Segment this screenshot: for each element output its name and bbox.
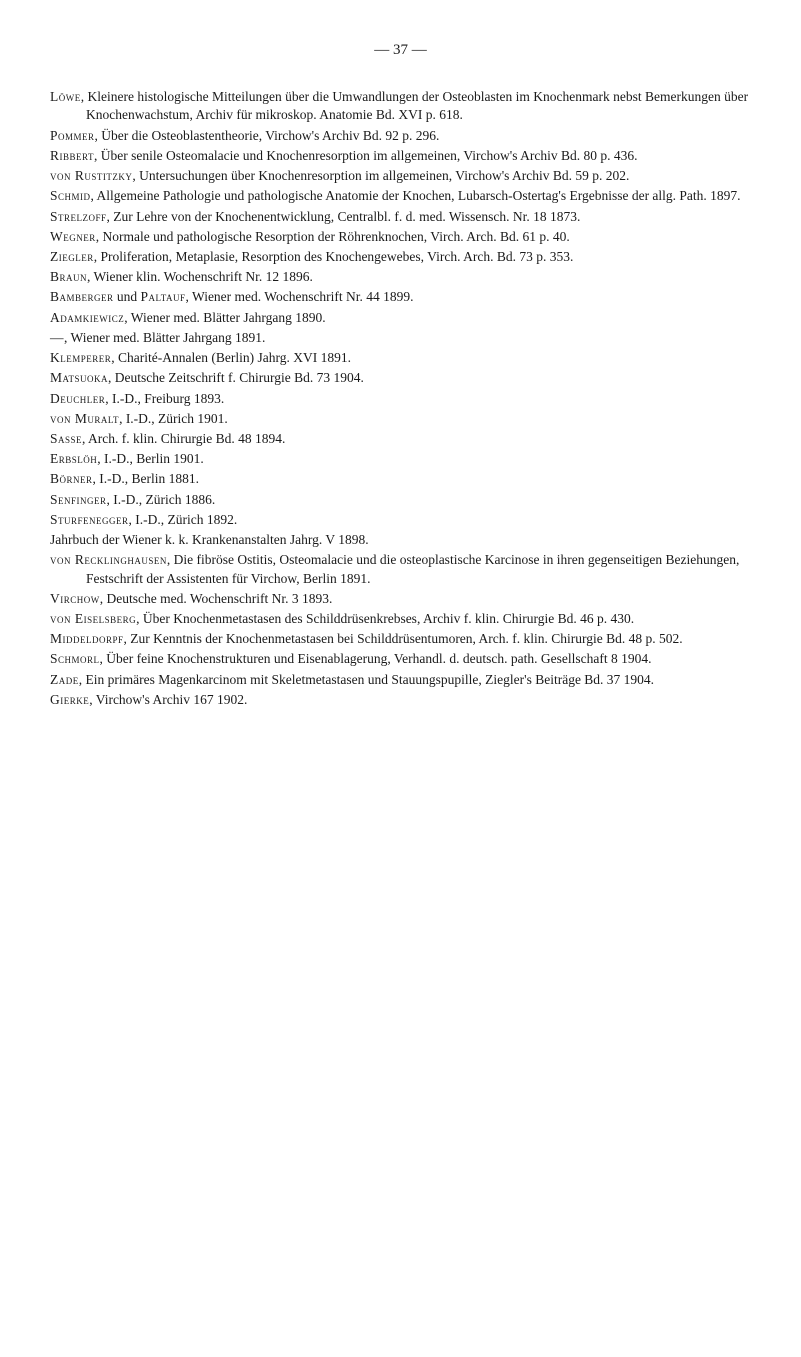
entry-text: , Deutsche med. Wochenschrift Nr. 3 1893… bbox=[100, 591, 333, 606]
bibliography-entry: Jahrbuch der Wiener k. k. Krankenanstalt… bbox=[50, 531, 751, 549]
page-number: — 37 — bbox=[50, 40, 751, 60]
author-name: Matsuoka bbox=[50, 370, 108, 385]
author-name: Sasse bbox=[50, 431, 82, 446]
author-name: Strelzoff bbox=[50, 209, 107, 224]
author-name: Sturfenegger bbox=[50, 512, 129, 527]
entry-text: , Zur Kenntnis der Knochenmetastasen bei… bbox=[124, 631, 683, 646]
bibliography-entry: Löwe, Kleinere histologische Mitteilunge… bbox=[50, 88, 751, 124]
author-name: Virchow bbox=[50, 591, 100, 606]
author-name: Schmorl bbox=[50, 651, 100, 666]
entry-text: , Untersuchungen über Knochenresorption … bbox=[132, 168, 629, 183]
author-name: Deuchler bbox=[50, 391, 105, 406]
bibliography-entry: Ribbert, Über senile Osteomalacie und Kn… bbox=[50, 147, 751, 165]
entry-text: , Deutsche Zeitschrift f. Chirurgie Bd. … bbox=[108, 370, 364, 385]
entry-text: , I.-D., Berlin 1901. bbox=[97, 451, 203, 466]
bibliography-entry: Deuchler, I.-D., Freiburg 1893. bbox=[50, 390, 751, 408]
entry-text: , I.-D., Zürich 1901. bbox=[119, 411, 228, 426]
entry-text: , Wiener med. Wochenschrift Nr. 44 1899. bbox=[185, 289, 413, 304]
bibliography-entry: von Muralt, I.-D., Zürich 1901. bbox=[50, 410, 751, 428]
bibliography-entry: Virchow, Deutsche med. Wochenschrift Nr.… bbox=[50, 590, 751, 608]
bibliography-entry: von Eiselsberg, Über Knochenmetastasen d… bbox=[50, 610, 751, 628]
entry-text: , I.-D., Zürich 1886. bbox=[107, 492, 216, 507]
bibliography-entry: Sasse, Arch. f. klin. Chirurgie Bd. 48 1… bbox=[50, 430, 751, 448]
bibliography-entry: Matsuoka, Deutsche Zeitschrift f. Chirur… bbox=[50, 369, 751, 387]
author-name: Ziegler bbox=[50, 249, 94, 264]
bibliography-entry: Middeldorpf, Zur Kenntnis der Knochenmet… bbox=[50, 630, 751, 648]
bibliography-entry: Pommer, Über die Osteoblastentheorie, Vi… bbox=[50, 127, 751, 145]
entry-text: , Zur Lehre von der Knochenentwicklung, … bbox=[107, 209, 581, 224]
bibliography-entry: —, Wiener med. Blätter Jahrgang 1891. bbox=[50, 329, 751, 347]
author-name: Löwe bbox=[50, 89, 81, 104]
entry-text: , Kleinere histologische Mitteilungen üb… bbox=[81, 89, 748, 122]
author-name: Middeldorpf bbox=[50, 631, 124, 646]
bibliography-entry: Adamkiewicz, Wiener med. Blätter Jahrgan… bbox=[50, 309, 751, 327]
bibliography-entry: Erbslöh, I.-D., Berlin 1901. bbox=[50, 450, 751, 468]
bibliography-entry: Wegner, Normale und pathologische Resorp… bbox=[50, 228, 751, 246]
bibliography-entry: Zade, Ein primäres Magenkarcinom mit Ske… bbox=[50, 671, 751, 689]
author-name: Zade bbox=[50, 672, 79, 687]
author-name: Schmid bbox=[50, 188, 91, 203]
entry-text: , Über die Osteoblastentheorie, Virchow'… bbox=[95, 128, 440, 143]
bibliography-entry: Schmorl, Über feine Knochenstrukturen un… bbox=[50, 650, 751, 668]
bibliography-entry: Sturfenegger, I.-D., Zürich 1892. bbox=[50, 511, 751, 529]
author-name: Gierke bbox=[50, 692, 89, 707]
entry-text: , Proliferation, Metaplasie, Resorption … bbox=[94, 249, 574, 264]
bibliography-entry: Bamberger und Paltauf, Wiener med. Woche… bbox=[50, 288, 751, 306]
entry-text: , Normale und pathologische Resorption d… bbox=[96, 229, 570, 244]
author-name: Klemperer bbox=[50, 350, 111, 365]
entry-text: , Allgemeine Pathologie und pathologisch… bbox=[91, 188, 741, 203]
entry-text: , Virchow's Archiv 167 1902. bbox=[89, 692, 247, 707]
author-name: von Muralt bbox=[50, 411, 119, 426]
entry-text: , Ein primäres Magenkarcinom mit Skeletm… bbox=[79, 672, 654, 687]
entry-text: und bbox=[114, 289, 141, 304]
entry-text: , Arch. f. klin. Chirurgie Bd. 48 1894. bbox=[82, 431, 285, 446]
bibliography-entry: Börner, I.-D., Berlin 1881. bbox=[50, 470, 751, 488]
entry-text: , Über senile Osteomalacie und Knochenre… bbox=[94, 148, 638, 163]
bibliography-entry: Gierke, Virchow's Archiv 167 1902. bbox=[50, 691, 751, 709]
bibliography-entry: von Recklinghausen, Die fibröse Ostitis,… bbox=[50, 551, 751, 587]
author-name: Pommer bbox=[50, 128, 95, 143]
entry-text: , I.-D., Freiburg 1893. bbox=[105, 391, 224, 406]
author-name: Braun bbox=[50, 269, 87, 284]
author-name: Adamkiewicz bbox=[50, 310, 124, 325]
bibliography-list: Löwe, Kleinere histologische Mitteilunge… bbox=[50, 88, 751, 709]
author-name: von Eiselsberg bbox=[50, 611, 136, 626]
bibliography-entry: von Rustitzky, Untersuchungen über Knoch… bbox=[50, 167, 751, 185]
bibliography-entry: Braun, Wiener klin. Wochenschrift Nr. 12… bbox=[50, 268, 751, 286]
entry-text: , Charité-Annalen (Berlin) Jahrg. XVI 18… bbox=[111, 350, 351, 365]
author-name: Paltauf bbox=[141, 289, 186, 304]
entry-text: , Über Knochenmetastasen des Schilddrüse… bbox=[136, 611, 634, 626]
author-name: Erbslöh bbox=[50, 451, 97, 466]
bibliography-entry: Senfinger, I.-D., Zürich 1886. bbox=[50, 491, 751, 509]
bibliography-entry: Klemperer, Charité-Annalen (Berlin) Jahr… bbox=[50, 349, 751, 367]
author-name: — bbox=[50, 330, 64, 345]
entry-text: , Wiener med. Blätter Jahrgang 1890. bbox=[124, 310, 325, 325]
entry-text: , Über feine Knochenstrukturen und Eisen… bbox=[100, 651, 652, 666]
author-name: Börner bbox=[50, 471, 93, 486]
author-name: Wegner bbox=[50, 229, 96, 244]
author-name: von Rustitzky bbox=[50, 168, 132, 183]
entry-text: , Die fibröse Ostitis, Osteomalacie und … bbox=[86, 552, 739, 585]
bibliography-entry: Strelzoff, Zur Lehre von der Knochenentw… bbox=[50, 208, 751, 226]
bibliography-entry: Ziegler, Proliferation, Metaplasie, Reso… bbox=[50, 248, 751, 266]
author-name: von Recklinghausen bbox=[50, 552, 167, 567]
bibliography-entry: Schmid, Allgemeine Pathologie und pathol… bbox=[50, 187, 751, 205]
entry-text: , Wiener med. Blätter Jahrgang 1891. bbox=[64, 330, 265, 345]
author-name: Senfinger bbox=[50, 492, 107, 507]
entry-text: Jahrbuch der Wiener k. k. Krankenanstalt… bbox=[50, 532, 369, 547]
author-name: Bamberger bbox=[50, 289, 114, 304]
entry-text: , I.-D., Berlin 1881. bbox=[93, 471, 199, 486]
author-name: Ribbert bbox=[50, 148, 94, 163]
entry-text: , I.-D., Zürich 1892. bbox=[129, 512, 238, 527]
entry-text: , Wiener klin. Wochenschrift Nr. 12 1896… bbox=[87, 269, 313, 284]
